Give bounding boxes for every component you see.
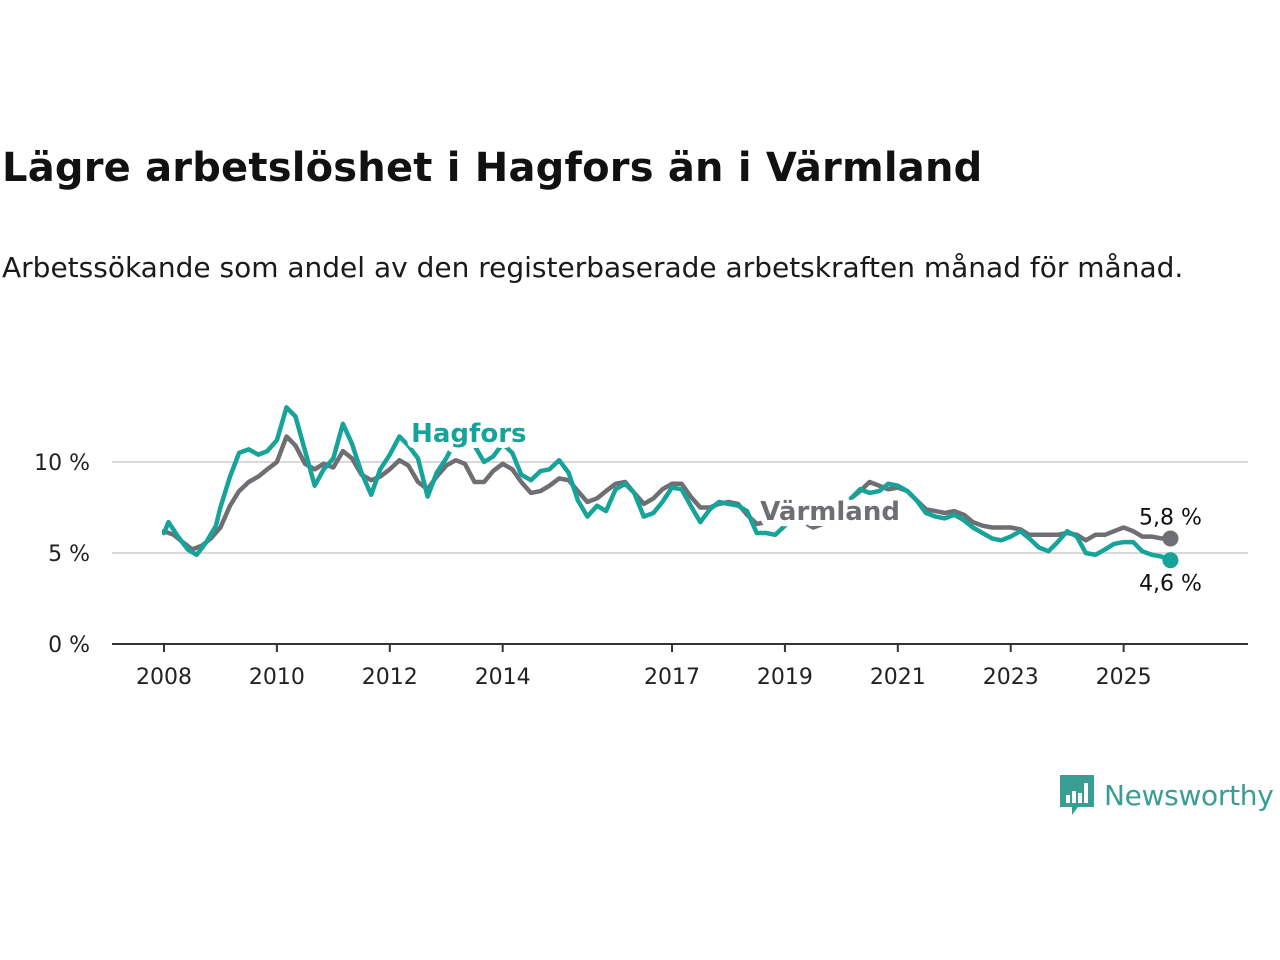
y-tick-label: 10 % [34, 451, 90, 476]
x-tick-label: 2012 [362, 665, 418, 690]
line-chart: 0 % 5 % 10 % 2008 2010 2012 2014 2017 2019 2021 20… [34, 405, 1248, 690]
series-label-vrmland: Värmland [760, 497, 900, 527]
chart-subtitle: Arbetssökande som andel av den registerb… [2, 251, 1184, 284]
series-label-halo-hagfors: Hagfors [411, 419, 526, 449]
newsworthy-brand[interactable]: Newsworthy [1058, 772, 1274, 818]
end-value-label-hagfors: 4,6 % [1139, 571, 1202, 596]
x-tick-label: 2014 [475, 665, 531, 690]
end-value-label-vrmland: 5,8 % [1139, 505, 1202, 530]
axis-ticks: 0 % 5 % 10 % 2008 2010 2012 2014 2017 2019 2021 20… [34, 451, 1152, 690]
x-tick-label: 2025 [1096, 665, 1152, 690]
x-tick-label: 2017 [644, 665, 700, 690]
y-tick-label: 0 % [48, 633, 90, 658]
brand-name: Newsworthy [1104, 778, 1274, 812]
gridlines [112, 461, 1248, 645]
chart-title: Lägre arbetslöshet i Hagfors än i Värmla… [2, 145, 983, 191]
x-tick-label: 2021 [870, 665, 926, 690]
x-tick-label: 2019 [757, 665, 813, 690]
x-tick-label: 2008 [136, 665, 192, 690]
series-line-vrmland [161, 434, 1173, 552]
series-line-hagfors [161, 405, 1173, 563]
x-tick-label: 2023 [983, 665, 1039, 690]
series-end-dot-hagfors [1162, 552, 1179, 569]
series-lines [161, 405, 1179, 569]
series-label-hagfors: Hagfors [411, 419, 526, 449]
newsworthy-logo-icon [1060, 775, 1094, 815]
series-end-dot-vrmland [1162, 530, 1179, 547]
y-tick-label: 5 % [48, 542, 90, 567]
x-tick-label: 2010 [249, 665, 305, 690]
series-label-halo-vrmland: Värmland [760, 497, 900, 527]
